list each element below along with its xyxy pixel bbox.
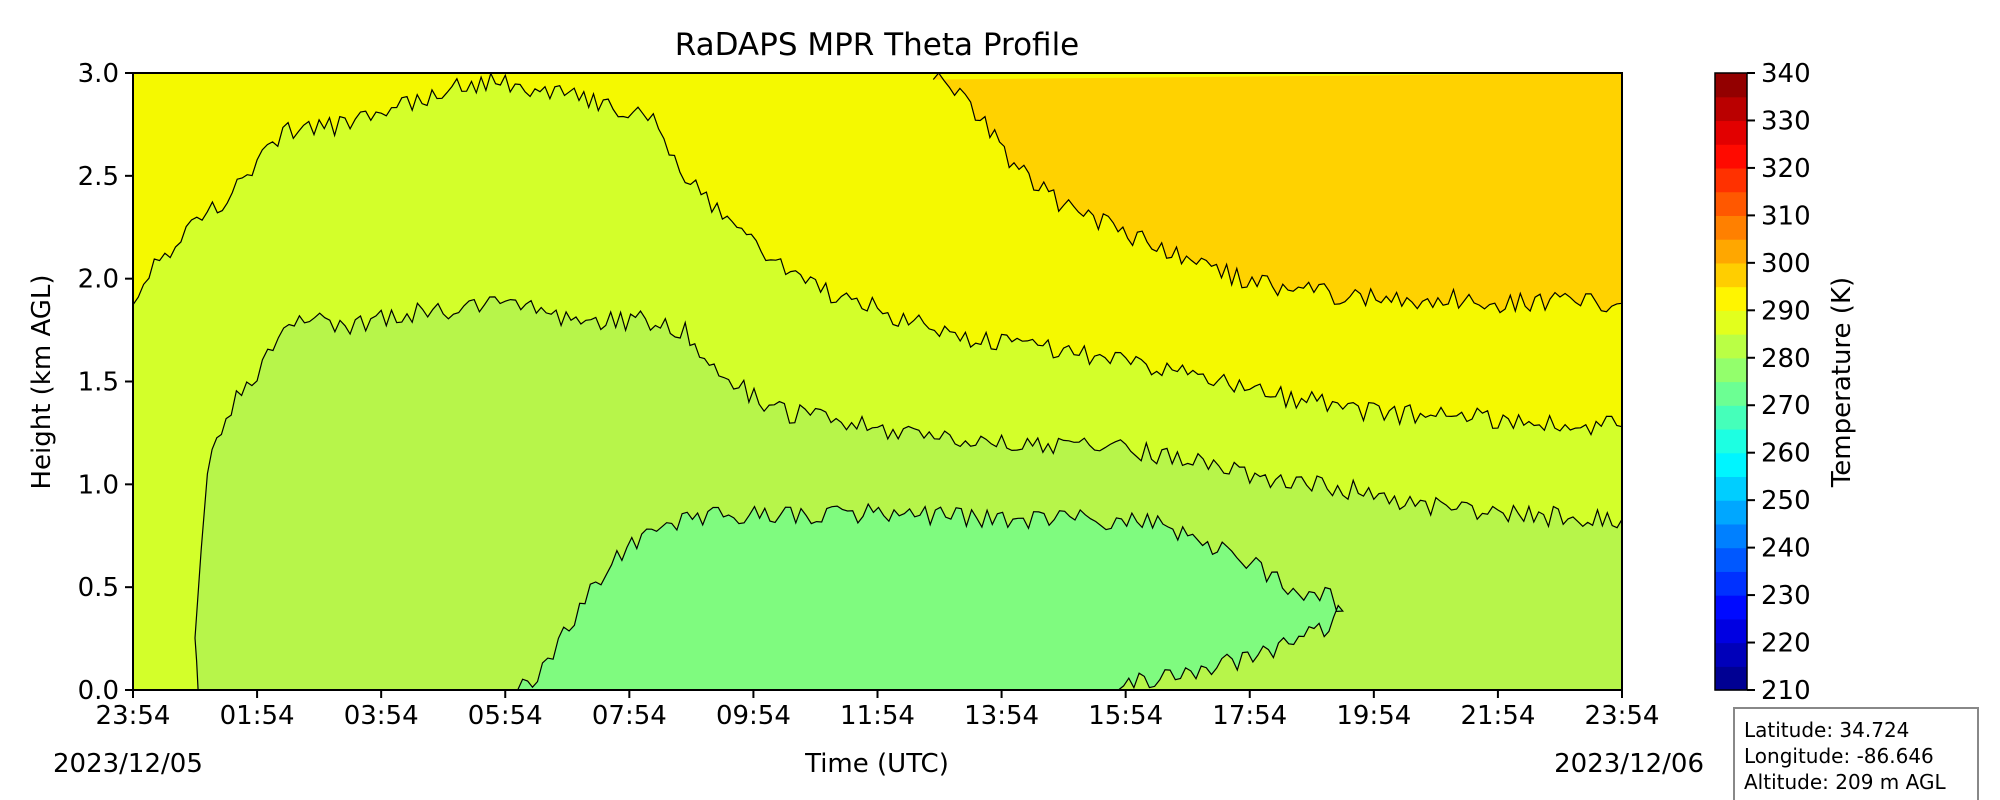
colorbar-segment	[1715, 547, 1747, 572]
colorbar-segment	[1715, 405, 1747, 430]
colorbar-tick-label: 210	[1761, 676, 1811, 706]
colorbar-segment	[1715, 357, 1747, 383]
colorbar-tick-label: 280	[1761, 344, 1811, 374]
x-tick-label: 11:54	[840, 701, 915, 731]
colorbar-segment	[1715, 96, 1747, 122]
x-tick-label: 01:54	[220, 701, 295, 731]
colorbar	[1714, 72, 1748, 691]
altitude-text: Altitude: 209 m AGL	[1744, 770, 1946, 794]
colorbar-segment	[1715, 167, 1747, 193]
x-tick-label: 23:54	[96, 701, 171, 731]
y-tick-label: 0.0	[78, 676, 119, 706]
x-tick-label: 19:54	[1336, 701, 1411, 731]
colorbar-segment	[1715, 381, 1747, 406]
colorbar-segment	[1715, 500, 1747, 525]
chart-title: RaDAPS MPR Theta Profile	[675, 27, 1080, 63]
colorbar-segment	[1715, 452, 1747, 478]
colorbar-label: Temperature (K)	[1827, 277, 1857, 488]
station-info-box: Latitude: 34.724 Longitude: -86.646 Alti…	[1733, 707, 1979, 800]
colorbar-tick-label: 250	[1761, 486, 1811, 516]
colorbar-segment	[1715, 120, 1747, 145]
longitude-text: Longitude: -86.646	[1744, 744, 1934, 768]
band-290-295	[933, 73, 1622, 313]
colorbar-segment	[1715, 73, 1747, 98]
colorbar-ticks: 210 220 230 240 250 260 270 280 290 300 310 320 330 3…	[1747, 59, 1811, 706]
colorbar-segment	[1715, 262, 1747, 288]
colorbar-tick-label: 320	[1761, 154, 1811, 184]
band-270-275	[517, 504, 1343, 690]
x-tick-label: 07:54	[592, 701, 667, 731]
colorbar-tick-label: 240	[1761, 534, 1811, 564]
y-tick-label: 2.5	[78, 162, 119, 192]
x-tick-label: 15:54	[1088, 701, 1163, 731]
colorbar-segment	[1715, 595, 1747, 620]
x-tick-label: 17:54	[1212, 701, 1287, 731]
colorbar-segment	[1715, 239, 1747, 264]
x-axis-label: Time (UTC)	[804, 749, 949, 779]
contour-line-280	[517, 502, 1345, 690]
y-axis: 0.0 0.5 1.0 1.5 2.0 2.5 3.0	[78, 59, 133, 706]
x-start-date: 2023/12/05	[53, 749, 203, 779]
colorbar-tick-label: 290	[1761, 296, 1811, 326]
colorbar-segment	[1715, 571, 1747, 596]
x-end-date: 2023/12/06	[1554, 749, 1704, 779]
latitude-text: Latitude: 34.724	[1744, 718, 1909, 742]
colorbar-tick-label: 270	[1761, 391, 1811, 421]
x-tick-label: 13:54	[964, 701, 1039, 731]
colorbar-tick-label: 340	[1761, 59, 1811, 89]
colorbar-segment	[1715, 618, 1747, 644]
y-tick-label: 3.0	[78, 59, 119, 89]
colorbar-tick-label: 230	[1761, 581, 1811, 611]
colorbar-segment	[1715, 642, 1747, 667]
x-tick-label: 05:54	[468, 701, 543, 731]
colorbar-segment	[1715, 666, 1747, 691]
colorbar-tick-label: 330	[1761, 106, 1811, 136]
y-tick-label: 1.5	[78, 368, 119, 398]
x-tick-label: 09:54	[716, 701, 791, 731]
x-tick-label: 23:54	[1585, 701, 1660, 731]
colorbar-frame	[1714, 72, 1748, 691]
colorbar-tick-label: 220	[1761, 629, 1811, 659]
colorbar-tick-label: 260	[1761, 439, 1811, 469]
colorbar-segment	[1715, 286, 1747, 311]
x-tick-label: 21:54	[1460, 701, 1535, 731]
colorbar-tick-label: 300	[1761, 249, 1811, 279]
colorbar-segment	[1715, 476, 1747, 501]
colorbar-segment	[1715, 428, 1747, 454]
contour-line-285	[194, 296, 1622, 690]
contour-line-295	[932, 73, 1622, 314]
colorbar-segment	[1715, 191, 1747, 216]
contour-line-290	[133, 73, 1622, 437]
y-axis-label: Height (km AGL)	[27, 274, 57, 489]
colorbar-segment	[1715, 310, 1747, 335]
colorbar-segment	[1715, 215, 1747, 240]
colorbar-segment	[1715, 334, 1747, 359]
y-tick-label: 0.5	[78, 573, 119, 603]
colorbar-tick-label: 310	[1761, 201, 1811, 231]
y-tick-label: 2.0	[78, 265, 119, 295]
colorbar-segment	[1715, 144, 1747, 169]
x-tick-label: 03:54	[344, 701, 419, 731]
x-axis: 23:54 01:54 03:54 05:54 07:54 09:54 11:54 13:54…	[96, 690, 1660, 731]
colorbar-segment	[1715, 523, 1747, 549]
y-tick-label: 1.0	[78, 470, 119, 500]
plot-area	[133, 73, 1622, 690]
